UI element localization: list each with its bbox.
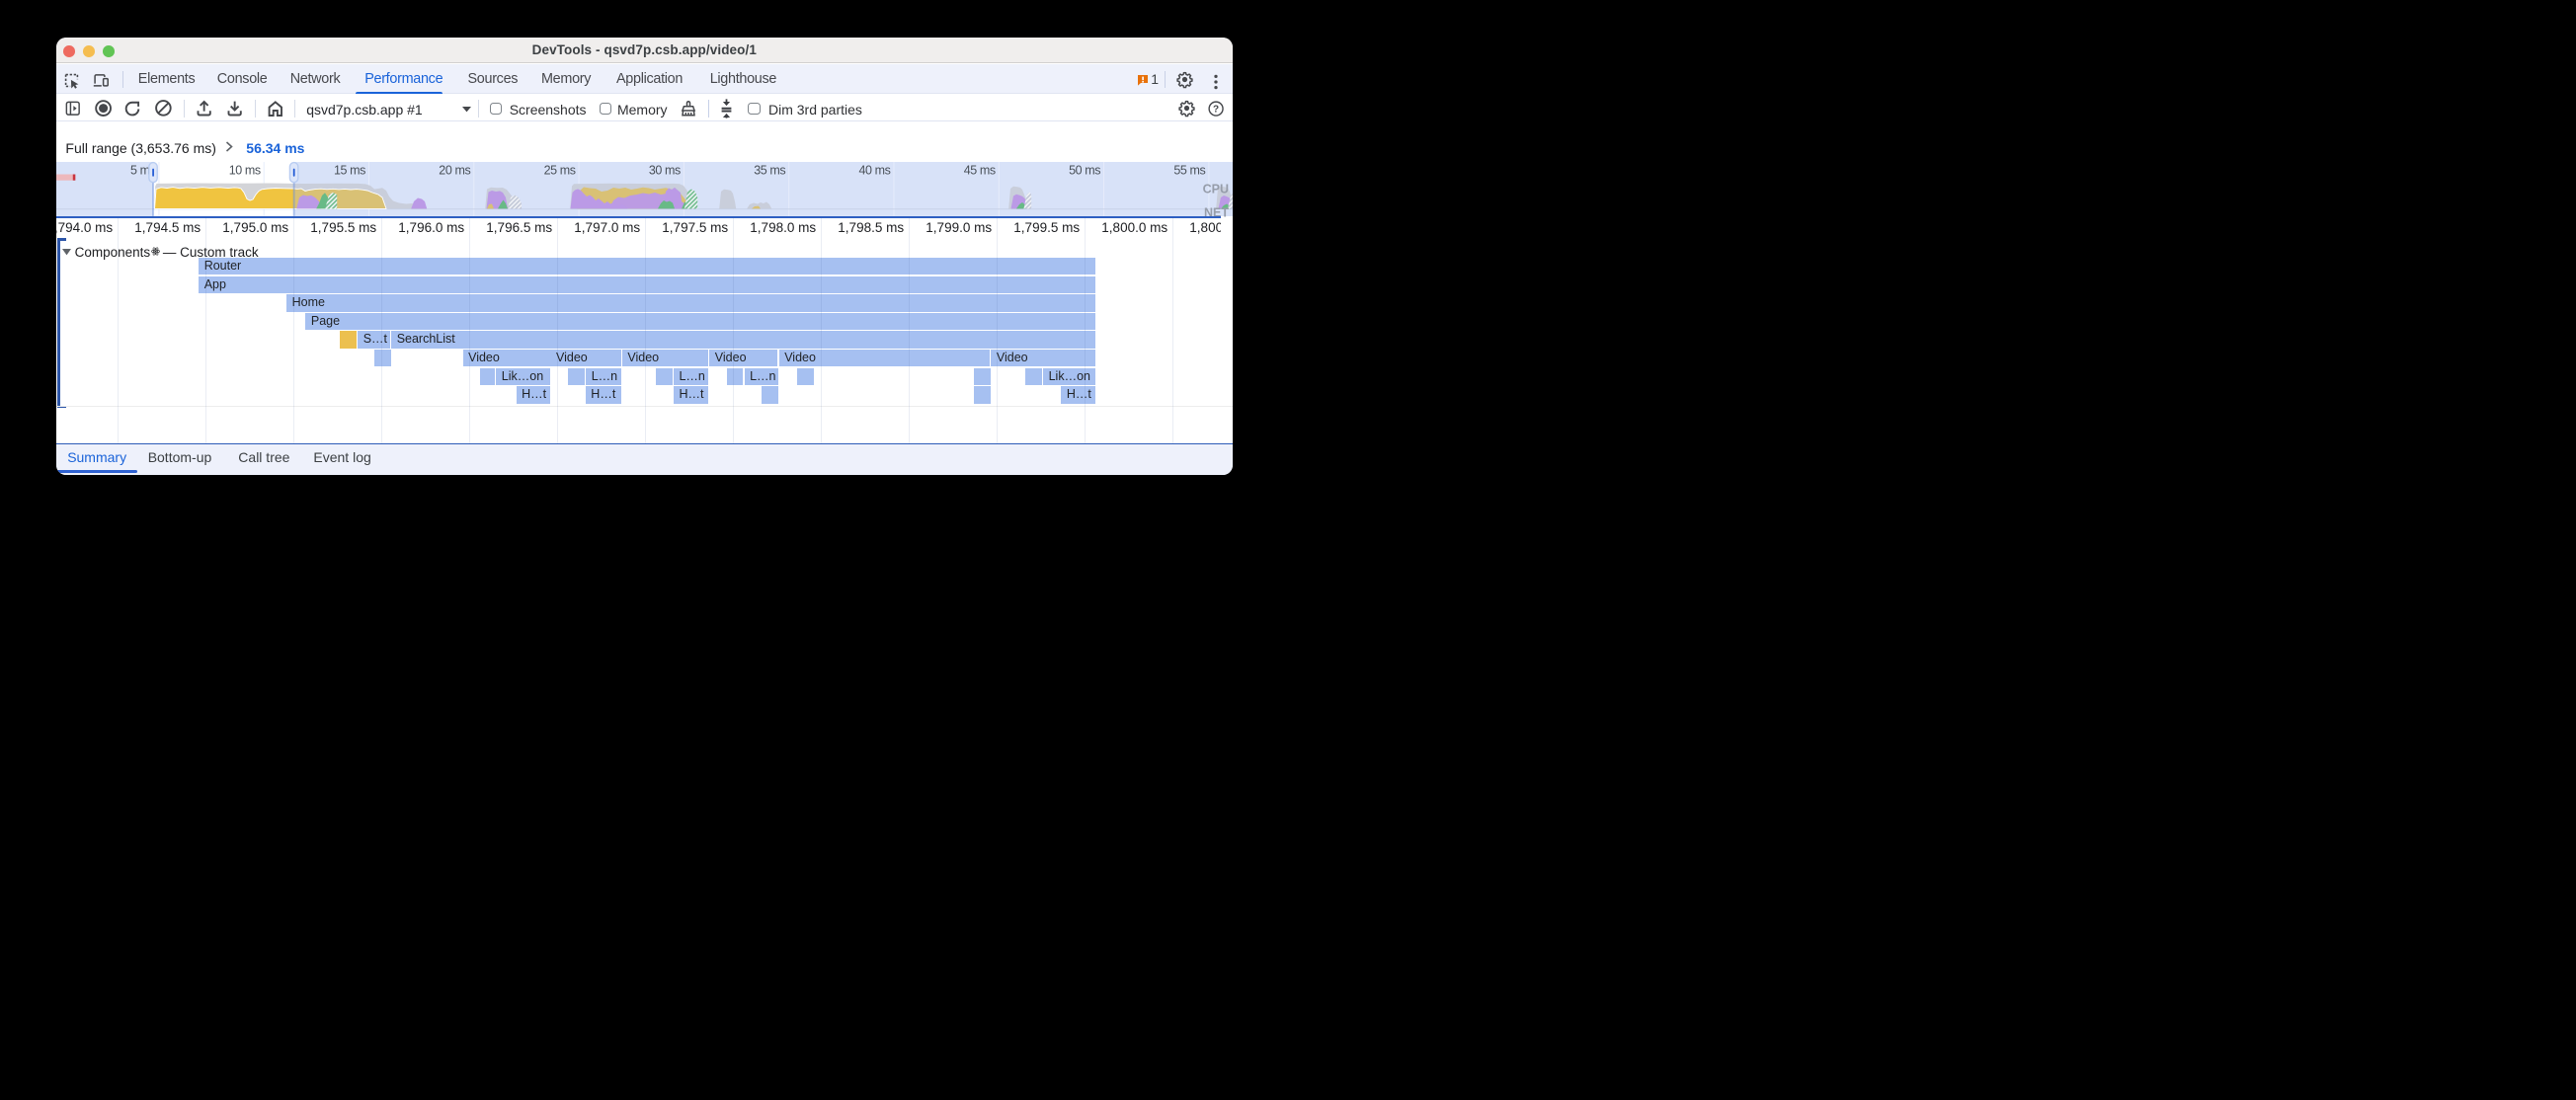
svg-text:20 ms: 20 ms — [439, 163, 470, 177]
svg-text:35 ms: 35 ms — [754, 163, 785, 177]
svg-text:30 ms: 30 ms — [649, 163, 681, 177]
svg-text:25 ms: 25 ms — [543, 163, 575, 177]
svg-text:50 ms: 50 ms — [1069, 163, 1100, 177]
svg-text:40 ms: 40 ms — [858, 163, 890, 177]
svg-text:10 ms: 10 ms — [229, 163, 261, 177]
svg-text:CPU: CPU — [1202, 182, 1228, 196]
svg-text:55 ms: 55 ms — [1173, 163, 1205, 177]
svg-text:15 ms: 15 ms — [334, 163, 365, 177]
svg-text:NET: NET — [1204, 205, 1229, 219]
svg-text:?: ? — [1213, 104, 1219, 115]
svg-text:45 ms: 45 ms — [964, 163, 996, 177]
